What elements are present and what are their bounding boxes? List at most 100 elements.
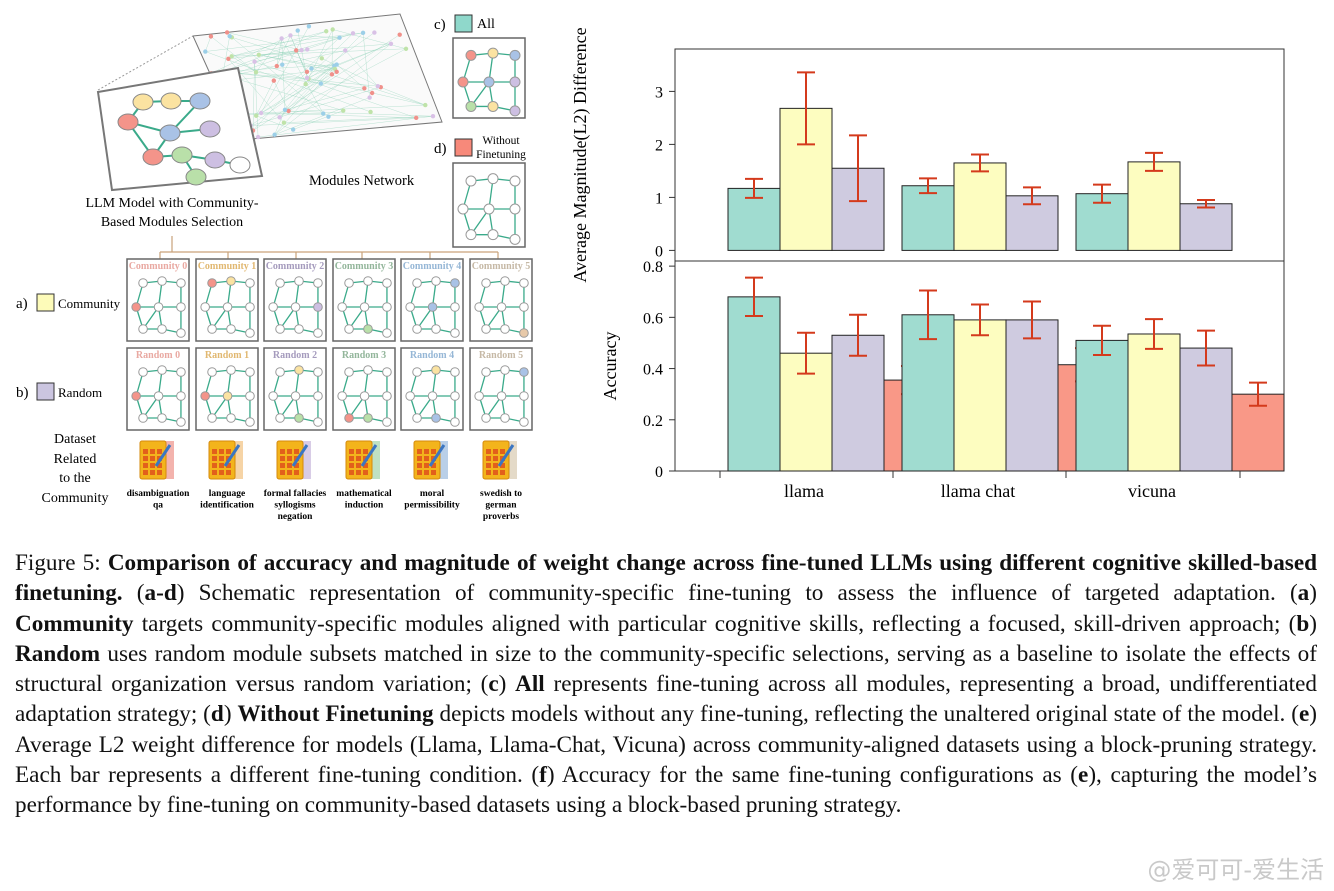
network-node <box>519 302 529 312</box>
network-node <box>313 367 323 377</box>
network-node <box>450 328 460 338</box>
network-node <box>153 302 164 312</box>
network-node <box>382 417 392 427</box>
llm-model-label-1: LLM Model with Community- <box>85 196 258 211</box>
network-node <box>362 86 367 91</box>
llm-model-label-2: Based Modules Selection <box>101 215 243 230</box>
bar <box>1005 319 1059 472</box>
network-node <box>293 48 299 53</box>
panel-c-label: All <box>477 17 495 32</box>
bar <box>1231 393 1285 472</box>
bar <box>1075 339 1129 472</box>
dataset-name: identification <box>200 501 255 511</box>
network-node <box>176 328 186 338</box>
network-node <box>382 302 392 312</box>
caption-text: ) <box>1309 580 1317 607</box>
network-node <box>509 233 521 245</box>
dataset-label-4: Community <box>42 491 109 506</box>
without-swatch <box>454 138 473 157</box>
network-node <box>450 391 460 401</box>
network-node <box>313 417 323 427</box>
network-node <box>465 175 477 187</box>
network-node <box>281 120 287 125</box>
network-box-title: Community 2 <box>266 261 325 272</box>
network-box-title: Random 3 <box>342 350 386 361</box>
network-node <box>286 108 291 114</box>
calculator-icon <box>482 440 517 480</box>
network-node <box>131 391 141 401</box>
network-node <box>326 114 331 119</box>
network-node <box>222 391 233 401</box>
network-node <box>350 31 356 36</box>
random-swatch <box>36 382 55 401</box>
network-node <box>427 302 438 312</box>
bar <box>1179 203 1233 251</box>
network-node <box>207 324 217 334</box>
network-node <box>329 72 335 77</box>
network-node <box>271 78 277 83</box>
network-node <box>227 33 232 39</box>
network-node <box>157 276 167 286</box>
network-node <box>334 69 339 75</box>
network-node <box>275 413 285 423</box>
network-node <box>309 66 314 71</box>
network-node <box>487 47 499 59</box>
network-node <box>157 365 167 375</box>
network-node <box>304 75 310 81</box>
network-node <box>245 278 255 288</box>
dataset-name: mathematical <box>336 489 392 499</box>
all-network-box <box>452 37 526 119</box>
figure-caption: Figure 5: Comparison of accuracy and mag… <box>15 548 1317 821</box>
network-node <box>277 115 282 120</box>
network-node <box>157 413 167 423</box>
modules-network-label: Modules Network <box>309 173 415 189</box>
network-box-title: Community 3 <box>335 261 394 272</box>
network-node <box>519 391 529 401</box>
caption-text: targets community-specific modules align… <box>133 610 1297 637</box>
network-box-title: Random 2 <box>273 350 317 361</box>
bar <box>1127 333 1181 472</box>
network-node <box>500 365 510 375</box>
network-node <box>431 324 441 334</box>
caption-text: ) <box>498 671 516 698</box>
network-node <box>487 229 499 241</box>
network-node <box>413 115 419 121</box>
network-node <box>519 417 529 427</box>
network-node <box>474 391 484 401</box>
bar <box>901 314 955 472</box>
network-node <box>363 365 373 375</box>
network-node <box>457 76 469 88</box>
tree-connector <box>159 236 499 261</box>
network-node <box>275 278 285 288</box>
caption-key: Random <box>15 640 101 667</box>
network-node <box>272 132 277 137</box>
network-node <box>412 278 422 288</box>
network-node <box>138 367 148 377</box>
network-node <box>252 59 257 64</box>
network-node <box>412 324 422 334</box>
network-node <box>496 391 507 401</box>
network-node <box>519 367 529 377</box>
y-tick-label: 0 <box>655 243 663 260</box>
network-node <box>275 324 285 334</box>
network-node <box>337 391 347 401</box>
caption-title: Comparison of accuracy and magnitude of … <box>15 550 1318 607</box>
y-tick-label: 2 <box>655 137 663 154</box>
panel-c-letter: c) <box>434 17 446 33</box>
network-node <box>382 391 392 401</box>
y-tick-label: 0.4 <box>643 362 663 379</box>
network-node <box>226 56 231 62</box>
calculator-icon <box>276 440 311 480</box>
network-node <box>450 302 460 312</box>
watermark: @爱可可-爱生活 <box>1147 856 1324 884</box>
chart-e: 0 1 2 3 Average Magnitude(L2) Difference <box>570 27 1285 283</box>
network-node <box>363 413 373 423</box>
dataset-label-1: Dataset <box>54 432 96 447</box>
network-node <box>509 203 521 215</box>
network-node <box>343 48 348 53</box>
network-node <box>268 391 278 401</box>
network-box-title: Community 1 <box>198 261 257 272</box>
network-node <box>282 107 288 112</box>
x-category-label: llama chat <box>941 481 1015 501</box>
calculator-icon <box>345 440 380 480</box>
